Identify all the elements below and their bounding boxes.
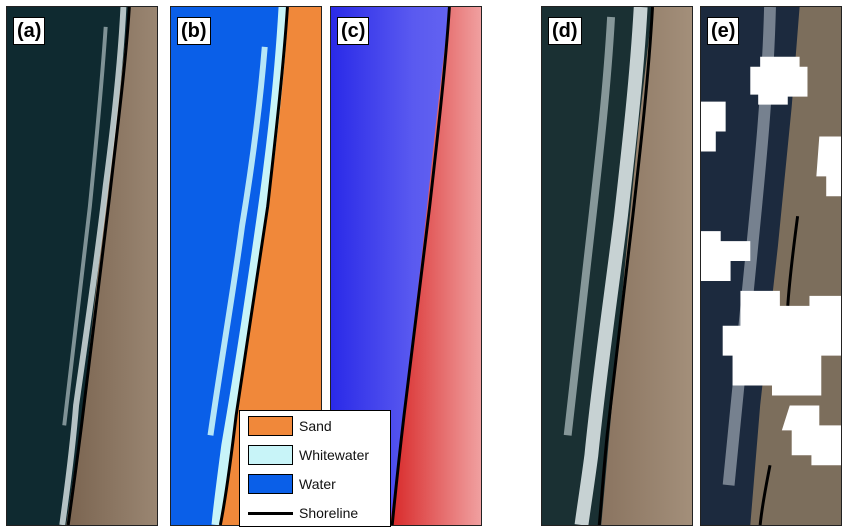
panel-a-satellite-image: (a) [6,6,158,526]
legend-label: Whitewater [299,447,370,463]
panel-label: (a) [13,17,46,45]
legend: Sand Whitewater Water Shoreline [239,410,391,527]
panel-d-satellite-image: (d) [541,6,693,526]
legend-item-shoreline: Shoreline [248,502,358,524]
legend-item-water: Water [248,473,336,495]
shoreline-line-icon [248,511,293,515]
legend-item-whitewater: Whitewater [248,444,369,466]
satellite-image-a [7,7,157,525]
panel-label: (c) [337,17,370,45]
cloud-mask [701,56,841,466]
cloud-masked-image [701,7,841,525]
panel-label: (d) [548,17,582,45]
legend-item-sand: Sand [248,415,332,437]
panel-label: (b) [177,17,211,45]
whitewater-swatch [248,445,293,465]
legend-label: Water [299,476,336,492]
panel-label: (e) [707,17,740,45]
sand-swatch [248,416,293,436]
water-swatch [248,474,293,494]
panel-e-cloud-masked-image: (e) [700,6,842,526]
legend-label: Shoreline [299,505,359,521]
legend-label: Sand [299,418,332,434]
satellite-image-d [542,7,692,525]
